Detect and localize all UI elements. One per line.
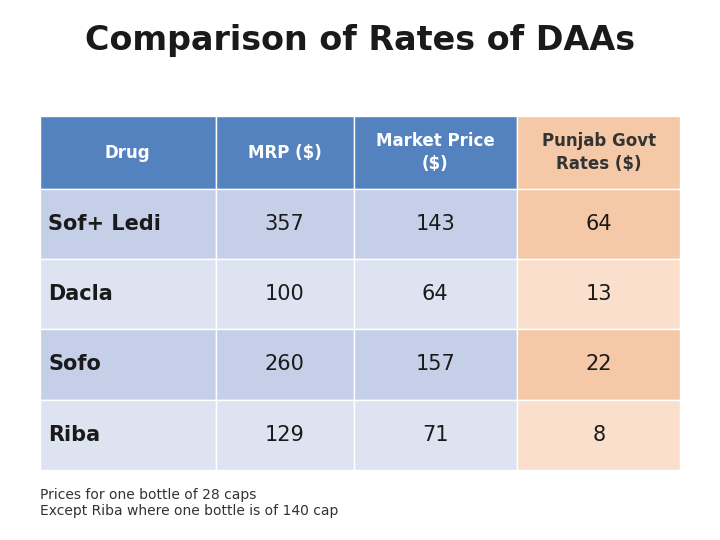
Text: MRP ($): MRP ($)	[248, 144, 322, 161]
Text: Riba: Riba	[48, 424, 100, 445]
Text: Dacla: Dacla	[48, 284, 113, 305]
Text: 157: 157	[415, 354, 455, 375]
Text: Market Price
($): Market Price ($)	[376, 132, 495, 173]
Text: 64: 64	[585, 214, 612, 234]
Text: 129: 129	[265, 424, 305, 445]
Text: 143: 143	[415, 214, 455, 234]
Text: Comparison of Rates of DAAs: Comparison of Rates of DAAs	[85, 24, 635, 57]
Text: 64: 64	[422, 284, 449, 305]
Text: 100: 100	[265, 284, 305, 305]
Text: Sof+ Ledi: Sof+ Ledi	[48, 214, 161, 234]
Text: 71: 71	[422, 424, 449, 445]
Text: 260: 260	[265, 354, 305, 375]
Text: Drug: Drug	[105, 144, 150, 161]
Text: 357: 357	[265, 214, 305, 234]
Text: 22: 22	[585, 354, 612, 375]
Text: 8: 8	[592, 424, 606, 445]
Text: Punjab Govt
Rates ($): Punjab Govt Rates ($)	[541, 132, 656, 173]
Text: Sofo: Sofo	[48, 354, 101, 375]
Text: 13: 13	[585, 284, 612, 305]
Text: Prices for one bottle of 28 caps
Except Riba where one bottle is of 140 cap: Prices for one bottle of 28 caps Except …	[40, 488, 338, 518]
